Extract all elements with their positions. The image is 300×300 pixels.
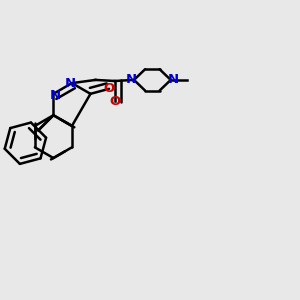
Text: O: O xyxy=(109,95,120,108)
Text: N: N xyxy=(50,89,61,102)
Text: N: N xyxy=(167,74,179,86)
Text: N: N xyxy=(65,76,76,90)
Text: O: O xyxy=(103,82,115,95)
Text: N: N xyxy=(126,74,137,86)
